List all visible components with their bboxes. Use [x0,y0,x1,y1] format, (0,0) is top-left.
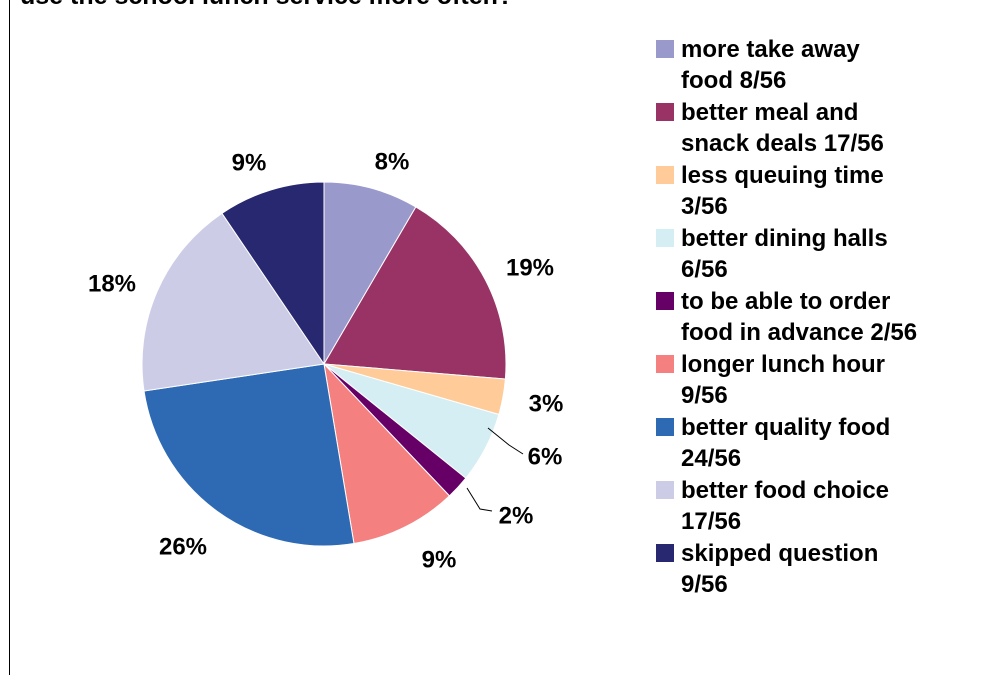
slice-data-label: 3% [529,390,564,417]
legend-label: better food choice [681,477,890,504]
legend-label: skipped question [681,540,879,567]
slice-data-label: 18% [88,270,136,297]
chart-title: use the school lunch service more often? [20,0,513,11]
pie-slice [323,206,507,380]
legend-swatch [656,418,674,436]
legend-item: to be able to order food in advance 2/56 [656,286,976,349]
leader-line [466,487,493,512]
legend-label: better quality food [681,414,891,441]
leader-line [487,427,524,455]
slice-data-label: 8% [375,148,410,175]
legend-label: 24/56 [681,445,742,472]
legend-label: less queuing time [681,162,884,189]
legend-label: to be able to order [681,288,891,315]
slice-data-label: 9% [422,546,457,573]
legend-swatch [656,229,674,247]
legend-label: food 8/56 [681,67,787,94]
legend-swatch [656,481,674,499]
legend-item: better dining halls 6/56 [656,223,976,286]
legend-label: 17/56 [681,508,742,535]
legend-item: better food choice 17/56 [656,475,976,538]
slice-data-label: 6% [528,443,563,470]
pie-slice [323,362,451,545]
legend-swatch [656,292,674,310]
legend-label: 9/56 [681,382,728,409]
legend-item: skipped question 9/56 [656,538,976,601]
pie-slice [221,181,325,366]
pie-slice [141,212,325,392]
legend-label: longer lunch hour [681,351,885,378]
pie-slice [143,363,355,547]
legend-swatch [656,40,674,58]
legend-item: less queuing time 3/56 [656,160,976,223]
chart-frame [9,0,985,675]
legend-label: better meal and [681,99,859,126]
legend-label: better dining halls [681,225,888,252]
legend-swatch [656,103,674,121]
legend-label: 3/56 [681,193,728,220]
slice-data-label: 9% [232,149,267,176]
legend-item: longer lunch hour 9/56 [656,349,976,412]
slice-data-label: 2% [499,502,534,529]
legend-swatch [656,166,674,184]
legend-swatch [656,544,674,562]
legend: more take away food 8/56 better meal and sn… [656,34,976,601]
legend-swatch [656,355,674,373]
legend-label: 9/56 [681,571,728,598]
legend-label: food in advance 2/56 [681,319,918,346]
legend-label: more take away [681,36,860,63]
legend-label: 6/56 [681,256,728,283]
legend-item: better meal and snack deals 17/56 [656,97,976,160]
slice-data-label: 26% [159,533,207,560]
legend-label: snack deals 17/56 [681,130,884,157]
slice-data-label: 19% [506,254,554,281]
legend-item: more take away food 8/56 [656,34,976,97]
pie-slice [323,181,417,366]
legend-item: better quality food 24/56 [656,412,976,475]
